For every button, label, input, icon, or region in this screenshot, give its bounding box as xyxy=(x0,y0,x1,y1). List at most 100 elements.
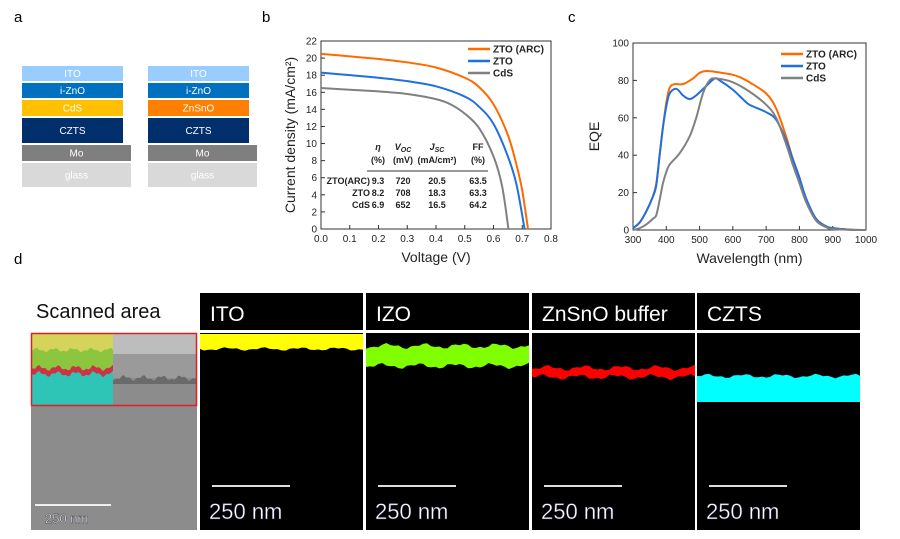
y-tick-label: 12 xyxy=(306,122,318,133)
layer-label: i-ZnO xyxy=(60,86,85,97)
legend-entry: ZTO xyxy=(806,62,826,73)
eqe-chart: 300 400 500 600 700 800 900 1000 0 20 40 60 80 100 Wav… xyxy=(586,39,878,267)
panel-label-b: b xyxy=(262,9,270,26)
table-unit: (%) xyxy=(471,155,485,165)
y-tick-label: 20 xyxy=(618,188,630,199)
eds-map-znsno xyxy=(532,333,695,530)
scale-bar-label: 250 nm xyxy=(706,499,779,524)
layer-ito xyxy=(148,66,249,81)
x-tick-label: 0.5 xyxy=(458,234,472,245)
table-cell: 708 xyxy=(395,188,410,198)
layer-czts xyxy=(22,118,123,143)
x-tick-label: 0.7 xyxy=(515,234,529,245)
table-unit: (mA/cm²) xyxy=(417,155,456,165)
x-axis-label: Wavelength (nm) xyxy=(696,250,802,266)
y-tick-label: 18 xyxy=(306,71,318,82)
x-tick-label: 0.4 xyxy=(429,234,443,245)
y-tick-label: 20 xyxy=(306,54,318,65)
map-header xyxy=(366,293,529,330)
table-header: η xyxy=(375,142,381,152)
table-unit: (%) xyxy=(371,155,385,165)
x-tick-label: 1000 xyxy=(855,235,878,246)
y-tick-label: 4 xyxy=(311,190,317,201)
table-unit: (mV) xyxy=(393,155,413,165)
y-tick-label: 100 xyxy=(612,39,629,50)
table-cell: 18.3 xyxy=(428,188,446,198)
table-header: VOC xyxy=(395,142,412,154)
series-line-zto xyxy=(320,71,526,230)
layer-glass xyxy=(148,163,257,187)
map-header xyxy=(532,293,695,330)
x-tick-label: 0.8 xyxy=(544,234,558,245)
scale-bar-label: 250 nm xyxy=(209,499,282,524)
y-tick-label: 60 xyxy=(618,113,630,124)
legend-entry: ZTO (ARC) xyxy=(806,50,857,61)
layer-glass xyxy=(22,163,131,187)
element-signal xyxy=(366,343,529,370)
y-tick-label: 16 xyxy=(306,88,318,99)
series-line-cds xyxy=(320,87,510,230)
y-axis-label: EQE xyxy=(586,122,602,152)
layer-label: i-ZnO xyxy=(186,86,211,97)
layer-znsno xyxy=(148,100,249,116)
scanned-region-box xyxy=(30,332,198,407)
map-header xyxy=(697,293,860,330)
x-tick-label: 900 xyxy=(824,235,841,246)
layer-ito xyxy=(22,66,123,81)
layer-label: CZTS xyxy=(185,126,211,137)
legend-entry: ZTO xyxy=(493,57,513,68)
overlay-ito xyxy=(31,334,113,353)
y-tick-label: 40 xyxy=(618,151,630,162)
table-header: FF xyxy=(473,142,484,152)
table-cell: 652 xyxy=(395,200,410,210)
layer-label: ITO xyxy=(64,69,81,80)
sem-top-layer xyxy=(113,334,197,354)
y-tick-label: 6 xyxy=(311,173,317,184)
table-cell: 20.5 xyxy=(428,176,446,186)
element-signal xyxy=(200,334,363,351)
layer-czts xyxy=(148,118,249,143)
series-line-zto-arc- xyxy=(320,52,529,230)
x-tick-label: 0.6 xyxy=(487,234,501,245)
scale-bar-label: 250 nm xyxy=(375,499,448,524)
table-cell: 6.9 xyxy=(372,200,385,210)
scanned-area-title: Scanned area xyxy=(36,301,161,323)
map-title: ZnSnO buffer xyxy=(542,303,668,326)
table-row-label: ZTO(ARC) xyxy=(327,176,370,186)
table-cell: 16.5 xyxy=(428,200,446,210)
layer-label: Mo xyxy=(70,149,84,160)
table-cell: 63.5 xyxy=(469,176,487,186)
layer-i-zno xyxy=(148,83,249,98)
layer-i-zno xyxy=(22,83,123,98)
eds-map-czts xyxy=(697,333,860,530)
table-row-label: ZTO xyxy=(352,188,370,198)
map-title: CZTS xyxy=(707,303,762,326)
scale-bar-label: 250 nm xyxy=(45,511,88,526)
y-tick-label: 0 xyxy=(311,225,317,236)
sem-buffer-layer xyxy=(113,375,197,384)
x-tick-label: 0.2 xyxy=(372,234,386,245)
table-cell: 720 xyxy=(395,176,410,186)
x-axis-label: Voltage (V) xyxy=(401,249,470,265)
y-tick-label: 22 xyxy=(306,37,318,48)
layer-label: glass xyxy=(191,171,214,182)
y-tick-label: 2 xyxy=(311,207,317,218)
y-axis-label: Current density (mA/cm²) xyxy=(282,57,298,213)
eds-maps: Scanned area 250 nm ITO 250 nm IZO 250 nm ZnSn… xyxy=(30,293,860,530)
map-header xyxy=(200,293,363,330)
table-cell: 64.2 xyxy=(469,200,487,210)
x-tick-label: 300 xyxy=(625,235,642,246)
y-tick-label: 8 xyxy=(311,156,317,167)
panel-label-c: c xyxy=(568,9,576,26)
y-tick-label: 80 xyxy=(618,76,630,87)
y-tick-label: 10 xyxy=(306,139,318,150)
layer-label: glass xyxy=(65,171,88,182)
x-tick-label: 0.3 xyxy=(400,234,414,245)
x-tick-label: 500 xyxy=(691,235,708,246)
x-tick-label: 700 xyxy=(758,235,775,246)
element-signal xyxy=(697,373,860,402)
layer-mo xyxy=(148,145,257,161)
x-tick-label: 0.1 xyxy=(343,234,357,245)
map-title: IZO xyxy=(376,303,411,326)
